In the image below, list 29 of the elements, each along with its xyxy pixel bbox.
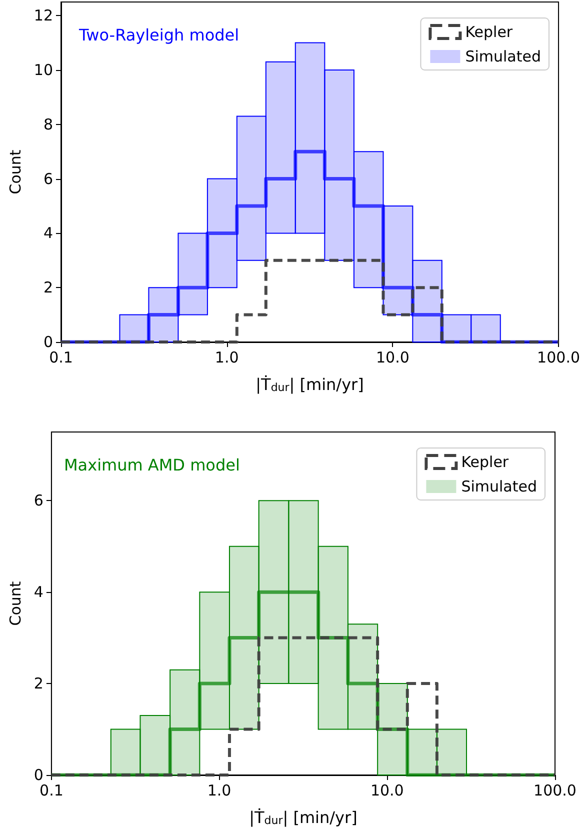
x-tick-label: 1.0: [207, 782, 232, 800]
y-tick-label: 12: [34, 6, 53, 25]
legend-label: Kepler: [461, 453, 510, 471]
x-tick-label: 10.0: [376, 348, 410, 366]
y-tick-label: 4: [34, 583, 44, 602]
x-tick-label: 1.0: [214, 348, 239, 366]
x-axis-title: |Ṫdur| [min/yr]: [256, 375, 364, 394]
legend-label: Simulated: [461, 478, 538, 496]
x-axis-title: |Ṫdur| [min/yr]: [249, 808, 358, 827]
text: Maximum AMD model: [64, 456, 240, 474]
y-tick-label: 2: [43, 278, 53, 297]
x-tick-label: 100.0: [537, 348, 580, 366]
y-tick-label: 0: [34, 766, 44, 784]
y-tick-label: 2: [34, 674, 44, 693]
x-tick-label: 10.0: [370, 782, 404, 800]
y-tick-label: 6: [43, 170, 53, 188]
y-axis-title: Count: [6, 581, 24, 626]
y-tick-label: 4: [43, 224, 53, 242]
text: Two-Rayleigh model: [78, 26, 240, 44]
x-tick-label: 0.1: [49, 348, 73, 366]
y-tick-label: 0: [43, 333, 53, 351]
legend-label: Kepler: [465, 23, 514, 41]
y-tick-label: 8: [43, 115, 53, 134]
x-tick-label: 100.0: [534, 782, 576, 800]
y-tick-label: 6: [34, 492, 44, 510]
legend-label: Simulated: [465, 48, 542, 66]
y-tick-label: 10: [34, 61, 53, 79]
y-axis-title: Count: [6, 150, 24, 194]
x-tick-label: 0.1: [40, 782, 64, 800]
